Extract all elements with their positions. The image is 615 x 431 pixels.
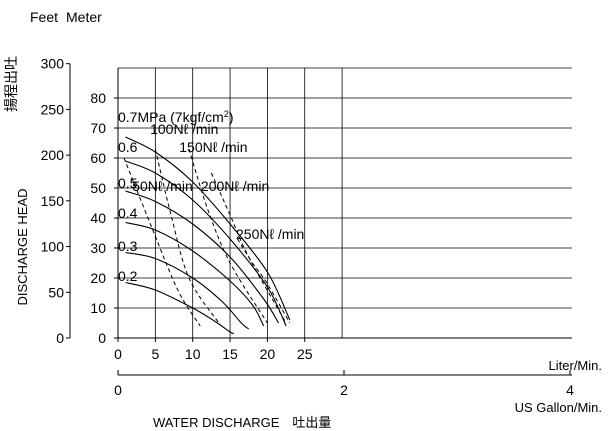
pressure-curve (125, 190, 280, 324)
pressure-curve-label: 0.2 (118, 268, 138, 284)
air-flow-line (237, 238, 291, 324)
x-tick-label: 25 (297, 346, 313, 362)
air-flow-line (123, 157, 201, 327)
pressure-curve-label: 0.6 (118, 139, 138, 155)
y-feet-tick-label: 250 (41, 101, 65, 117)
y-feet-tick-label: 150 (41, 193, 65, 209)
y-meter-tick-label: 80 (90, 90, 106, 106)
pressure-curve (125, 281, 234, 335)
x-axis-title: WATER DISCHARGE 吐出量 (153, 415, 331, 430)
y-meter-unit-label: Meter (66, 9, 102, 25)
pressure-curve (125, 221, 265, 327)
y-axis-title-jp: 揚程出吐 (3, 56, 19, 112)
pressure-curve (125, 136, 291, 321)
pressure-curve-label: 0.3 (118, 238, 138, 254)
x-tick-label: 10 (185, 346, 201, 362)
y-meter-tick-label: 10 (90, 300, 106, 316)
y-feet-tick-label: 0 (56, 330, 64, 346)
x-tick-label: 20 (260, 346, 276, 362)
air-flow-lines: 50Nℓ /min 100Nℓ /min 150Nℓ /min 200Nℓ /min 2… (123, 121, 304, 327)
x2-axis-label: US Gallon/Min. (515, 400, 602, 415)
air-flow-line (188, 148, 268, 324)
y-meter-tick-label: 70 (90, 120, 106, 136)
x2-tick-label: 4 (566, 382, 574, 398)
x-tick-label: 15 (222, 346, 238, 362)
pressure-curve-label: 0.7MPa (7kgf/cm2) (118, 109, 234, 125)
air-flow-label: 50Nℓ /min (132, 178, 193, 194)
air-flow-label: 100Nℓ /min (150, 121, 218, 137)
x2-tick-label: 0 (114, 382, 122, 398)
air-flow-label: 200Nℓ /min (201, 178, 269, 194)
x-tick-label: 0 (114, 346, 122, 362)
y-axis-title: DISCHARGE HEAD (15, 188, 30, 305)
chart-axes: 0 5 10 15 20 25010203040506070800501001502002… (41, 56, 574, 398)
x-tick-label: 5 (151, 346, 159, 362)
chart-grid (118, 67, 572, 338)
pressure-curve (125, 251, 250, 330)
y-feet-tick-label: 300 (41, 56, 65, 72)
y-meter-tick-label: 60 (90, 150, 106, 166)
y-meter-tick-label: 0 (98, 330, 106, 346)
y-meter-tick-label: 40 (90, 210, 106, 226)
y-meter-tick-label: 20 (90, 270, 106, 286)
air-flow-label: 250Nℓ /min (236, 226, 304, 242)
y-feet-tick-label: 200 (41, 147, 65, 163)
air-flow-line (154, 148, 220, 324)
y-feet-tick-label: 100 (41, 239, 65, 255)
air-flow-label: 150Nℓ /min (179, 139, 247, 155)
y-feet-tick-label: 50 (48, 284, 64, 300)
y-meter-tick-label: 30 (90, 240, 106, 256)
y-feet-unit-label: Feet (30, 9, 58, 25)
y-meter-tick-label: 50 (90, 180, 106, 196)
air-flow-line (210, 172, 287, 324)
pressure-curve-label: 0.4 (118, 205, 138, 221)
x2-tick-label: 2 (340, 382, 348, 398)
x-axis-label: Liter/Min. (549, 358, 602, 373)
